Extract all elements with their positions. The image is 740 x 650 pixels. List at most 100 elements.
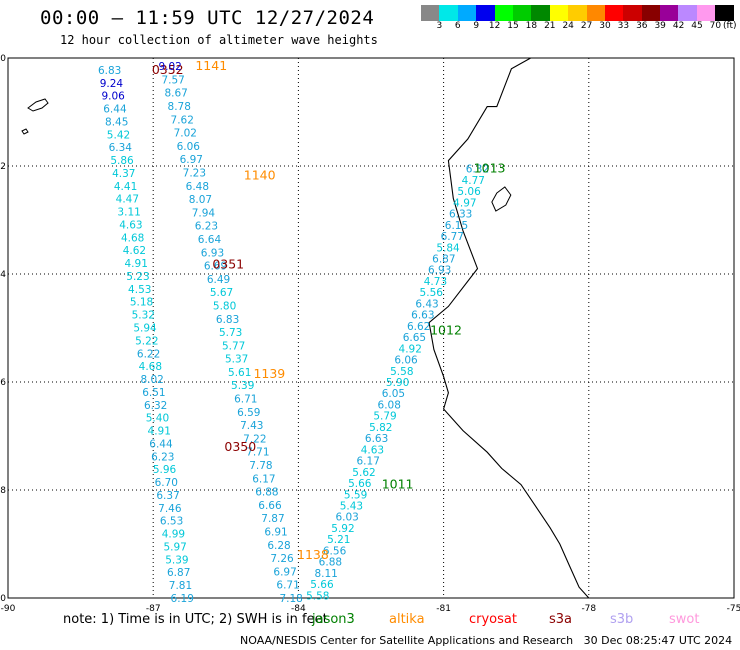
satellite-legend-s3a: s3a <box>549 612 573 627</box>
color-scale-label: 27 <box>580 21 593 31</box>
wave-height-label: 8.67 <box>164 88 187 100</box>
color-scale-label: 6 <box>454 21 461 31</box>
wave-height-label: 6.15 <box>445 220 468 232</box>
pass-time-label: 1139 <box>253 366 285 381</box>
wave-height-label: 6.48 <box>186 181 209 193</box>
color-scale-label: 33 <box>617 21 630 31</box>
wave-height-label: 6.28 <box>267 540 290 552</box>
wave-height-label: 6.53 <box>160 516 183 528</box>
color-scale-label: 3 <box>436 21 443 31</box>
wave-height-label: 5.97 <box>163 541 186 553</box>
x-tick-label: -87 <box>146 604 161 614</box>
x-tick-label: -84 <box>291 604 306 614</box>
wave-height-label: 4.63 <box>361 444 384 456</box>
wave-height-label: 5.96 <box>153 464 177 476</box>
wave-height-label: 4.37 <box>112 168 135 180</box>
credit-text: NOAA/NESDIS Center for Satellite Applica… <box>240 634 574 647</box>
wave-height-label: 5.62 <box>352 467 375 479</box>
color-scale-swatch <box>421 5 440 21</box>
wave-height-label: 6.66 <box>258 500 282 512</box>
wave-height-label: 5.80 <box>213 300 236 312</box>
wave-height-label: 6.88 <box>255 487 278 499</box>
wave-height-label: 8.45 <box>105 116 128 128</box>
wave-height-label: 4.47 <box>116 194 139 206</box>
wave-height-label: 6.37 <box>156 490 179 502</box>
pass-time-label: 0351 <box>212 256 244 271</box>
wave-height-label: 6.43 <box>415 298 438 310</box>
wave-height-label: 4.91 <box>125 258 148 270</box>
footer-note: note: 1) Time is in UTC; 2) SWH is in fe… <box>63 612 328 627</box>
wave-height-label: 7.02 <box>174 128 197 140</box>
wave-height-label: 5.59 <box>344 489 367 501</box>
color-scale-label: 9 <box>473 21 480 31</box>
island-outline <box>21 128 29 135</box>
color-scale-swatch <box>604 5 624 21</box>
wave-height-label: 6.32 <box>144 400 167 412</box>
wave-height-label: 5.37 <box>225 354 248 366</box>
x-tick-label: -78 <box>581 604 596 614</box>
satellite-legend-swot: swot <box>669 612 700 627</box>
wave-height-label: 5.39 <box>165 554 188 566</box>
wave-height-label: 6.63 <box>411 310 434 322</box>
pass-time-label: 1141 <box>195 58 227 73</box>
wave-height-label: 5.58 <box>306 590 329 602</box>
wave-height-label: 5.77 <box>222 340 245 352</box>
map-subtitle: 12 hour collection of altimeter wave hei… <box>60 33 378 47</box>
satellite-legend-s3b: s3b <box>610 612 634 627</box>
color-scale-swatch <box>586 5 605 21</box>
wave-height-label: 5.18 <box>130 297 153 309</box>
wave-height-label: 5.06 <box>457 186 481 198</box>
y-tick-label: -4 <box>0 270 6 280</box>
color-scale-swatch <box>439 5 458 21</box>
wave-height-label: 4.53 <box>128 284 151 296</box>
color-scale-swatch <box>623 5 642 21</box>
wave-height-label: 5.90 <box>386 377 409 389</box>
color-scale-label: 70 <box>709 21 722 31</box>
wave-height-label: 5.23 <box>126 271 149 283</box>
wave-height-label: 6.93 <box>201 247 224 259</box>
wave-height-label: 6.32 <box>466 164 489 176</box>
wave-height-label: 9.06 <box>101 91 125 103</box>
wave-height-label: 5.82 <box>369 422 392 434</box>
color-scale-swatch <box>476 5 495 21</box>
wave-height-label: 6.23 <box>195 221 218 233</box>
wave-height-label: 6.87 <box>432 254 455 266</box>
wave-height-label: 6.19 <box>171 593 194 605</box>
pass-time-label: 1012 <box>430 323 462 338</box>
color-scale-label: 18 <box>525 21 538 31</box>
wave-height-label: 6.62 <box>407 321 430 333</box>
wave-height-label: 6.49 <box>207 274 230 286</box>
wave-height-label: 5.40 <box>146 413 169 425</box>
color-scale-label: 12 <box>488 21 501 31</box>
color-scale-swatch <box>641 5 661 21</box>
wave-height-label: 7.43 <box>240 420 263 432</box>
color-scale-label: 24 <box>562 21 574 31</box>
pass-time-label: 0350 <box>224 439 256 454</box>
wave-height-label: 7.71 <box>246 447 269 459</box>
gulf-island <box>491 186 512 212</box>
color-scale-swatch <box>678 5 697 21</box>
color-scale-bar <box>421 5 734 21</box>
wave-height-label: 6.17 <box>357 456 380 468</box>
wave-height-label: 8.02 <box>140 374 163 386</box>
coastline <box>428 57 590 599</box>
wave-height-label: 6.88 <box>319 557 342 569</box>
wave-height-label: 5.66 <box>348 478 372 490</box>
wave-height-label: 4.91 <box>148 426 171 438</box>
y-tick-label: -2 <box>0 162 6 172</box>
wave-height-label: 4.68 <box>139 361 162 373</box>
wave-height-label: 6.93 <box>428 265 451 277</box>
wave-height-label: 5.42 <box>107 129 130 141</box>
wave-height-label: 6.91 <box>264 527 287 539</box>
wave-height-label: 5.94 <box>133 322 157 334</box>
wave-height-label: 5.58 <box>390 366 413 378</box>
y-tick-label: -10 <box>0 594 6 604</box>
wave-height-label: 4.63 <box>119 219 142 231</box>
wave-height-label: 5.21 <box>327 534 350 546</box>
wave-height-label: 5.92 <box>331 523 354 535</box>
color-scale-label: 36 <box>636 21 648 31</box>
wave-height-label: 5.43 <box>340 500 363 512</box>
wave-height-label: 6.69 <box>204 261 227 273</box>
wave-height-label: 7.22 <box>243 433 266 445</box>
